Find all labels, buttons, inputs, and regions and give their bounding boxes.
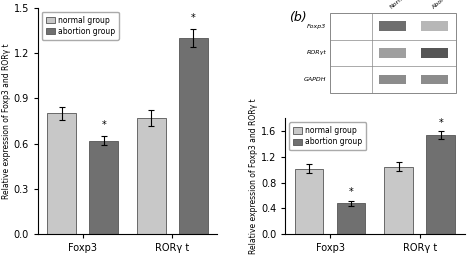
Bar: [137, 118, 165, 234]
Y-axis label: Relative expression of Foxp3 and RORγ t: Relative expression of Foxp3 and RORγ t: [2, 43, 11, 199]
Text: RORγt: RORγt: [307, 51, 327, 55]
Bar: [384, 167, 413, 234]
Bar: [379, 22, 406, 31]
Legend: normal group, abortion group: normal group, abortion group: [289, 122, 366, 150]
Text: *: *: [191, 13, 196, 23]
Bar: [90, 141, 118, 234]
Bar: [379, 48, 406, 58]
Bar: [337, 203, 365, 234]
Bar: [179, 38, 208, 234]
Text: (b): (b): [289, 11, 307, 24]
Text: *: *: [438, 118, 443, 128]
Y-axis label: Relative expression of Foxp3 and RORγ t: Relative expression of Foxp3 and RORγ t: [249, 98, 258, 254]
Text: Foxp3: Foxp3: [307, 24, 327, 29]
Bar: [379, 75, 406, 84]
Bar: [330, 13, 456, 93]
Bar: [421, 48, 448, 58]
Bar: [427, 135, 455, 234]
Text: (a): (a): [42, 15, 59, 28]
Text: *: *: [101, 120, 106, 130]
Text: GAPDH: GAPDH: [304, 77, 327, 82]
Bar: [47, 114, 76, 234]
Bar: [421, 75, 448, 84]
Text: *: *: [349, 188, 354, 197]
Legend: normal group, abortion group: normal group, abortion group: [42, 12, 118, 40]
Bar: [295, 169, 323, 234]
Bar: [421, 22, 448, 31]
Text: Abortion: Abortion: [431, 0, 455, 10]
Text: Normal: Normal: [389, 0, 410, 10]
